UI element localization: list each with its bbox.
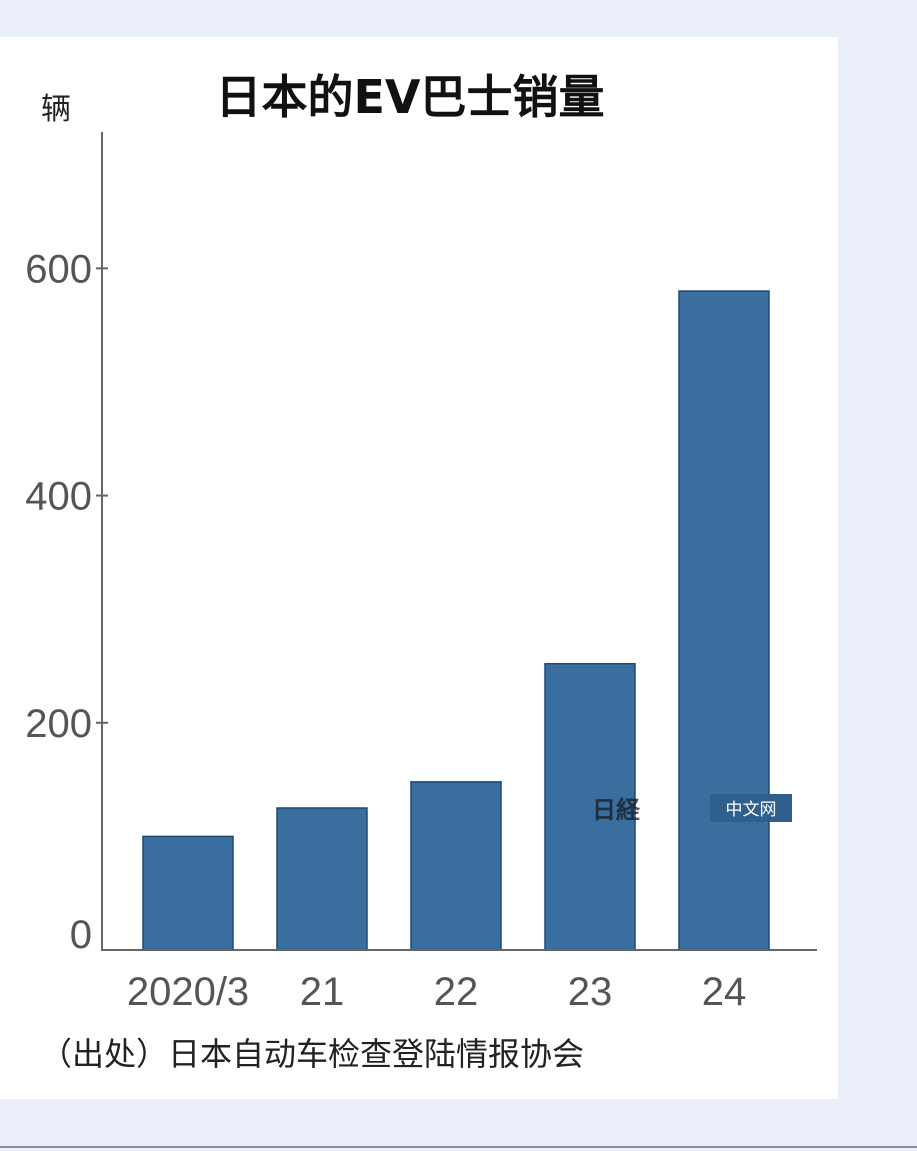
x-tick-label: 23: [568, 970, 613, 1014]
bar-23: [544, 662, 636, 951]
x-tick-label: 24: [702, 970, 747, 1014]
bottom-divider: [0, 1146, 917, 1148]
watermark-label: 中文网: [726, 800, 777, 820]
chart-title: 日本的EV巴士销量: [215, 70, 604, 124]
chart-card: 日本的EV巴士销量 辆 0 200 400 600 2020/3 21 22 23 24 日経…: [0, 37, 838, 1099]
y-tick-label: 200: [25, 702, 92, 746]
bars-group: [142, 290, 770, 951]
y-tick-label: 0: [70, 913, 92, 957]
bar-24: [678, 290, 770, 951]
y-tick-label: 600: [25, 247, 92, 291]
bar-2020-3: [142, 835, 234, 951]
watermark: 日経 中文网: [592, 794, 792, 824]
nikkei-logo-icon: 日経: [592, 795, 641, 824]
y-ticks-group: 0 200 400 600: [25, 247, 108, 957]
x-tick-label: 2020/3: [127, 970, 249, 1014]
x-tick-label: 22: [434, 970, 479, 1014]
x-ticks-group: 2020/3 21 22 23 24: [127, 970, 746, 1014]
watermark-label-bg: [710, 794, 792, 822]
y-tick-label: 400: [25, 475, 92, 519]
source-note: （出处）日本自动车检查登陆情报协会: [40, 1035, 584, 1073]
bar-21: [276, 807, 368, 951]
bar-22: [410, 781, 502, 951]
x-tick-label: 21: [300, 970, 345, 1014]
y-axis-unit-label: 辆: [41, 92, 71, 127]
chart-svg: 日本的EV巴士销量 辆 0 200 400 600 2020/3 21 22 23 24 日経…: [25, 70, 817, 1073]
